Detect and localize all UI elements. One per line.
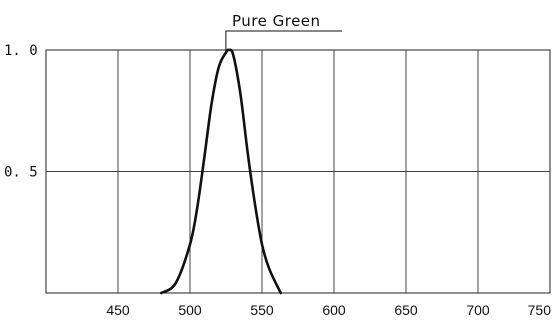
y-tick-label: 0. 5	[4, 165, 38, 181]
x-tick-label: 650	[394, 302, 418, 318]
series-layer	[159, 48, 283, 295]
annotation-leader	[225, 30, 342, 51]
x-tick-label: 500	[178, 302, 202, 318]
x-tick-label: 750	[528, 302, 552, 318]
x-tick-label: 600	[322, 302, 346, 318]
x-tick-label: 700	[466, 302, 490, 318]
x-tick-label: 550	[250, 302, 274, 318]
grid	[45, 49, 551, 294]
series-line	[159, 48, 283, 295]
y-axis-ticks: 0. 5 1. 0	[4, 43, 38, 181]
y-tick-label: 1. 0	[4, 43, 38, 59]
x-tick-label: 450	[106, 302, 130, 318]
x-axis-ticks: 450 500 550 600 650 700 750	[106, 302, 551, 318]
annotation-label: Pure Green	[232, 12, 321, 30]
annotations: Pure Green	[225, 12, 342, 51]
